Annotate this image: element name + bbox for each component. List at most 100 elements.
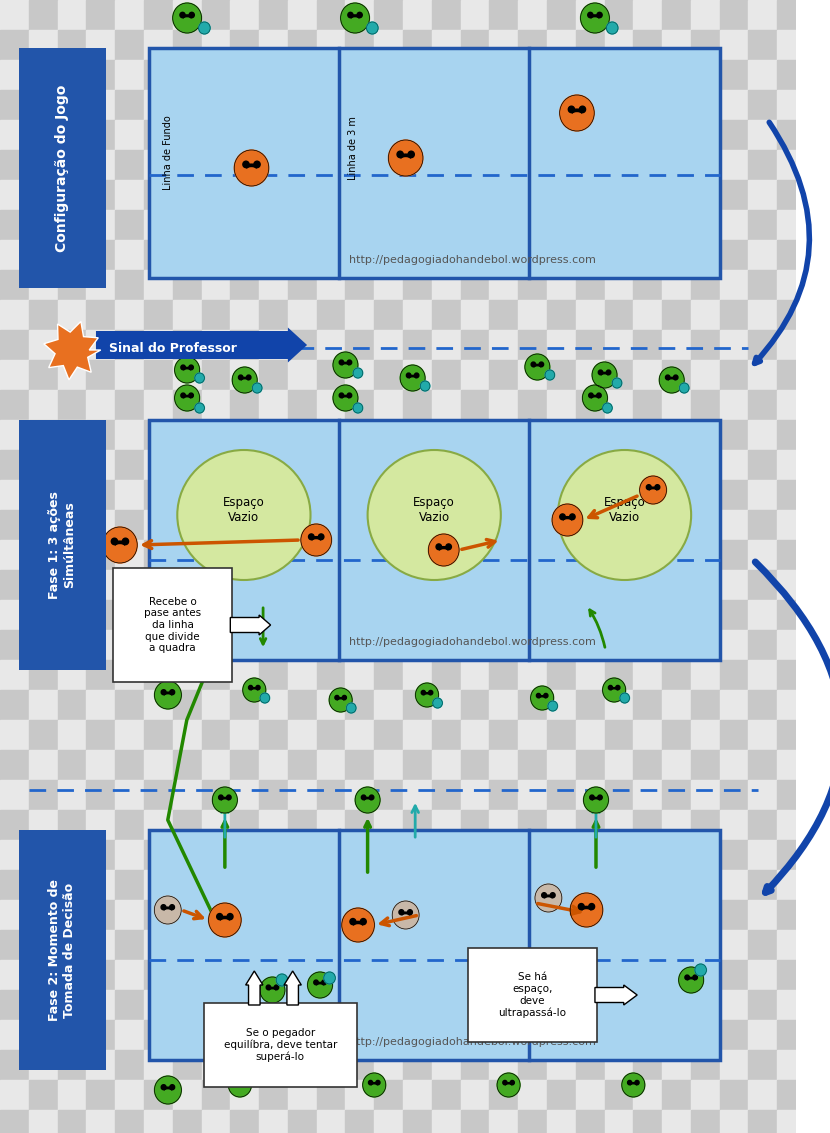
Circle shape — [300, 523, 331, 556]
Bar — [662, 1080, 691, 1110]
Bar — [432, 900, 461, 930]
Bar — [633, 1020, 662, 1050]
Bar — [461, 661, 490, 690]
Circle shape — [666, 375, 670, 380]
Bar — [374, 390, 403, 420]
Bar — [345, 690, 374, 719]
Bar — [403, 780, 432, 810]
Bar — [633, 480, 662, 510]
Bar — [662, 1020, 691, 1050]
Bar — [374, 930, 403, 960]
Bar — [490, 870, 518, 900]
Bar — [432, 630, 461, 661]
Bar — [518, 480, 547, 510]
Bar — [576, 900, 604, 930]
Bar — [202, 1080, 230, 1110]
Bar — [144, 360, 173, 390]
Bar — [604, 661, 633, 690]
Bar — [173, 0, 202, 29]
Bar — [115, 1080, 144, 1110]
Bar — [461, 570, 490, 600]
Bar — [259, 1110, 288, 1133]
Bar — [490, 990, 518, 1020]
Bar — [720, 600, 749, 630]
Bar — [518, 240, 547, 270]
Bar — [547, 390, 576, 420]
Bar — [29, 630, 57, 661]
Bar — [374, 0, 403, 29]
Bar — [29, 1110, 57, 1133]
Bar — [403, 330, 432, 360]
Bar — [259, 420, 288, 450]
Bar — [604, 1050, 633, 1080]
Bar — [518, 840, 547, 870]
Circle shape — [545, 370, 554, 380]
Bar — [576, 60, 604, 90]
Bar — [86, 900, 115, 930]
Bar — [633, 780, 662, 810]
Bar — [633, 360, 662, 390]
Bar — [230, 90, 259, 120]
Bar — [144, 270, 173, 300]
Bar — [29, 60, 57, 90]
Bar — [518, 600, 547, 630]
Bar — [202, 840, 230, 870]
Bar — [317, 1080, 345, 1110]
Bar — [604, 840, 633, 870]
Circle shape — [198, 22, 210, 34]
Bar — [518, 1020, 547, 1050]
Bar — [202, 210, 230, 240]
Bar — [720, 540, 749, 570]
Bar — [0, 270, 29, 300]
Bar — [115, 180, 144, 210]
Bar — [0, 180, 29, 210]
Bar — [633, 510, 662, 540]
Bar — [288, 690, 317, 719]
Bar — [317, 661, 345, 690]
FancyArrowPatch shape — [461, 539, 495, 550]
Bar — [29, 1020, 57, 1050]
Bar — [662, 330, 691, 360]
Bar — [576, 810, 604, 840]
Bar — [461, 990, 490, 1020]
Bar — [691, 60, 720, 90]
Bar — [490, 330, 518, 360]
Bar — [518, 570, 547, 600]
Bar — [576, 630, 604, 661]
Circle shape — [170, 1084, 174, 1090]
Bar — [202, 390, 230, 420]
Bar — [432, 1080, 461, 1110]
Circle shape — [408, 151, 414, 157]
Bar — [720, 360, 749, 390]
Bar — [604, 450, 633, 480]
Bar — [576, 1020, 604, 1050]
Bar — [547, 690, 576, 719]
Bar — [403, 300, 432, 330]
Bar — [259, 360, 288, 390]
Bar — [547, 180, 576, 210]
Bar — [86, 360, 115, 390]
Bar — [0, 420, 29, 450]
Bar — [0, 0, 29, 29]
Bar — [173, 840, 202, 870]
Bar — [173, 661, 202, 690]
Bar — [547, 240, 576, 270]
Bar — [374, 1110, 403, 1133]
Bar — [691, 29, 720, 60]
Bar — [115, 390, 144, 420]
Bar — [633, 390, 662, 420]
Bar — [749, 390, 777, 420]
Bar — [432, 450, 461, 480]
Text: Se há
espaço,
deve
ultrapassá-lo: Se há espaço, deve ultrapassá-lo — [499, 972, 567, 1017]
Bar — [518, 1080, 547, 1110]
Bar — [288, 1050, 317, 1080]
Bar — [461, 390, 490, 420]
Bar — [432, 1110, 461, 1133]
Bar — [633, 990, 662, 1020]
Bar — [86, 570, 115, 600]
FancyArrowPatch shape — [222, 806, 228, 837]
Bar — [547, 120, 576, 150]
Bar — [230, 570, 259, 600]
Bar — [662, 900, 691, 930]
Bar — [720, 1020, 749, 1050]
